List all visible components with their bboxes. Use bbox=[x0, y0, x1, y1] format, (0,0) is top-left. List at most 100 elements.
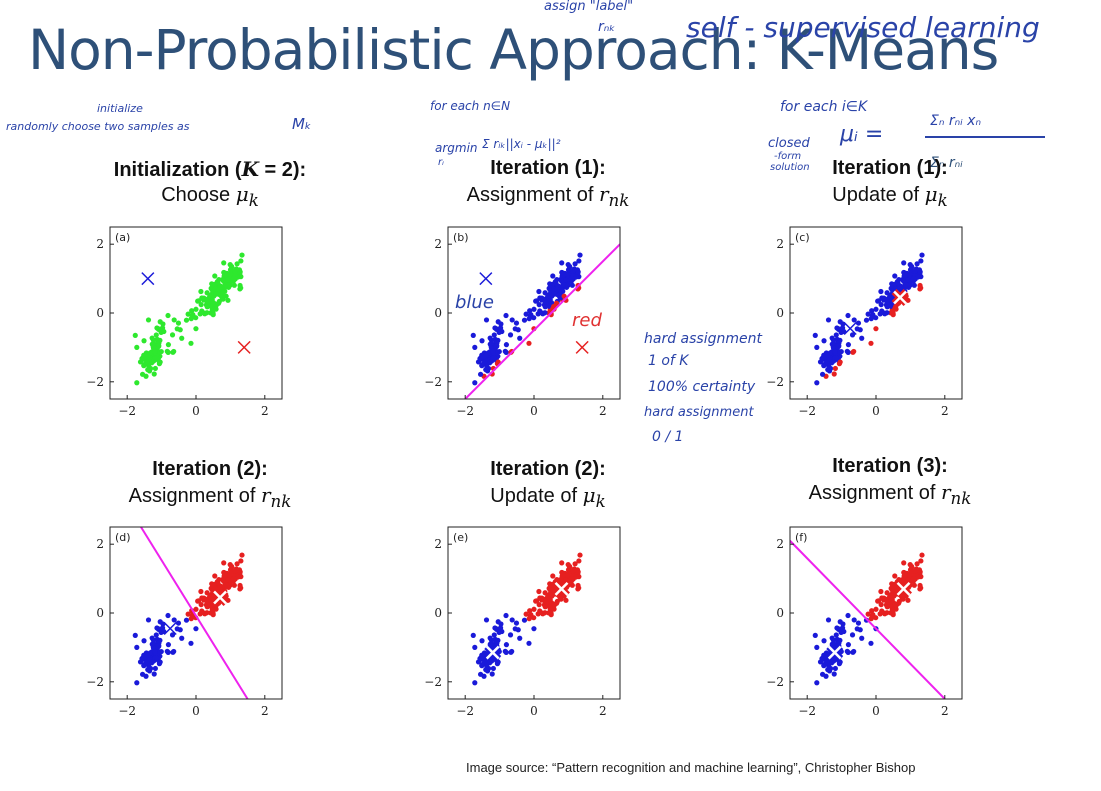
data-point bbox=[822, 354, 829, 360]
data-point bbox=[577, 552, 583, 558]
data-point bbox=[479, 638, 485, 644]
data-point bbox=[919, 252, 925, 258]
data-point bbox=[832, 365, 838, 372]
data-point bbox=[499, 328, 505, 335]
data-point bbox=[890, 610, 896, 616]
data-point bbox=[132, 632, 138, 638]
x-tick-label: −2 bbox=[798, 404, 816, 418]
y-tick-label: 2 bbox=[776, 537, 784, 551]
data-point bbox=[542, 310, 548, 316]
data-point bbox=[548, 610, 554, 616]
data-point bbox=[821, 662, 827, 669]
data-point bbox=[479, 338, 485, 344]
data-point bbox=[477, 371, 484, 377]
data-point bbox=[211, 293, 217, 299]
data-point bbox=[901, 560, 907, 566]
annotation-initialize: initialize bbox=[97, 102, 143, 115]
data-point bbox=[227, 267, 234, 273]
data-point bbox=[171, 317, 177, 323]
data-point bbox=[210, 310, 216, 316]
data-point bbox=[814, 680, 820, 686]
data-point bbox=[503, 649, 509, 655]
data-point bbox=[152, 365, 158, 372]
data-point bbox=[570, 568, 576, 574]
data-point bbox=[865, 611, 871, 617]
data-point bbox=[156, 342, 162, 349]
centroid-marker bbox=[484, 644, 502, 662]
y-tick-label: −2 bbox=[424, 675, 442, 689]
data-point bbox=[824, 659, 830, 665]
data-point bbox=[513, 620, 520, 626]
data-point bbox=[911, 576, 917, 582]
data-point bbox=[545, 593, 551, 599]
data-point bbox=[833, 332, 839, 338]
data-point bbox=[193, 606, 199, 612]
data-point bbox=[152, 665, 158, 672]
data-point bbox=[195, 298, 201, 304]
data-point bbox=[574, 567, 581, 573]
data-point bbox=[526, 316, 532, 322]
data-point bbox=[235, 274, 241, 280]
data-point bbox=[558, 289, 564, 295]
data-point bbox=[573, 274, 579, 280]
data-point bbox=[895, 280, 901, 286]
data-point bbox=[569, 582, 575, 588]
data-point bbox=[157, 659, 163, 665]
data-point bbox=[865, 311, 871, 317]
data-point bbox=[154, 325, 160, 331]
data-point bbox=[543, 599, 549, 605]
data-point bbox=[895, 600, 902, 606]
data-point bbox=[165, 312, 171, 319]
x-tick-label: 0 bbox=[192, 704, 200, 718]
data-point bbox=[868, 616, 874, 622]
data-point bbox=[890, 310, 896, 316]
data-point bbox=[851, 617, 857, 623]
plot-area bbox=[790, 540, 946, 699]
data-point bbox=[151, 671, 157, 677]
data-point bbox=[479, 362, 485, 369]
y-tick-label: −2 bbox=[424, 375, 442, 389]
data-point bbox=[213, 306, 219, 312]
data-point bbox=[215, 580, 221, 586]
data-point bbox=[837, 659, 843, 665]
annotation-argmin-sub: rᵢ bbox=[438, 157, 444, 168]
data-point bbox=[189, 308, 195, 314]
data-point bbox=[188, 640, 194, 646]
data-point bbox=[238, 258, 244, 264]
data-point bbox=[232, 568, 238, 574]
data-point bbox=[199, 608, 205, 614]
data-point bbox=[205, 299, 211, 305]
plot-area bbox=[132, 527, 249, 699]
data-point bbox=[183, 617, 190, 623]
data-point bbox=[824, 359, 830, 365]
data-point bbox=[179, 335, 185, 341]
data-point bbox=[884, 610, 890, 616]
data-point bbox=[531, 306, 537, 312]
data-point bbox=[209, 281, 215, 287]
data-point bbox=[821, 638, 827, 644]
data-point bbox=[825, 317, 832, 323]
y-tick-label: 0 bbox=[434, 306, 442, 320]
data-point bbox=[572, 261, 578, 267]
data-point bbox=[550, 573, 556, 579]
data-point bbox=[491, 332, 497, 338]
data-point bbox=[812, 332, 818, 338]
x-tick-label: 2 bbox=[261, 404, 269, 418]
data-point bbox=[551, 606, 557, 612]
data-point bbox=[901, 260, 907, 266]
data-point bbox=[513, 320, 520, 326]
data-point bbox=[149, 359, 156, 365]
data-point bbox=[526, 340, 532, 346]
data-point bbox=[175, 620, 182, 626]
y-tick-label: 0 bbox=[434, 606, 442, 620]
data-point bbox=[878, 602, 884, 608]
data-point bbox=[854, 326, 860, 332]
data-point bbox=[165, 342, 172, 348]
data-point bbox=[480, 354, 487, 360]
data-point bbox=[892, 273, 898, 279]
data-point bbox=[845, 649, 851, 655]
data-point bbox=[821, 338, 827, 344]
data-point bbox=[470, 332, 476, 338]
data-point bbox=[149, 659, 156, 665]
panel-tag: (e) bbox=[453, 531, 468, 544]
